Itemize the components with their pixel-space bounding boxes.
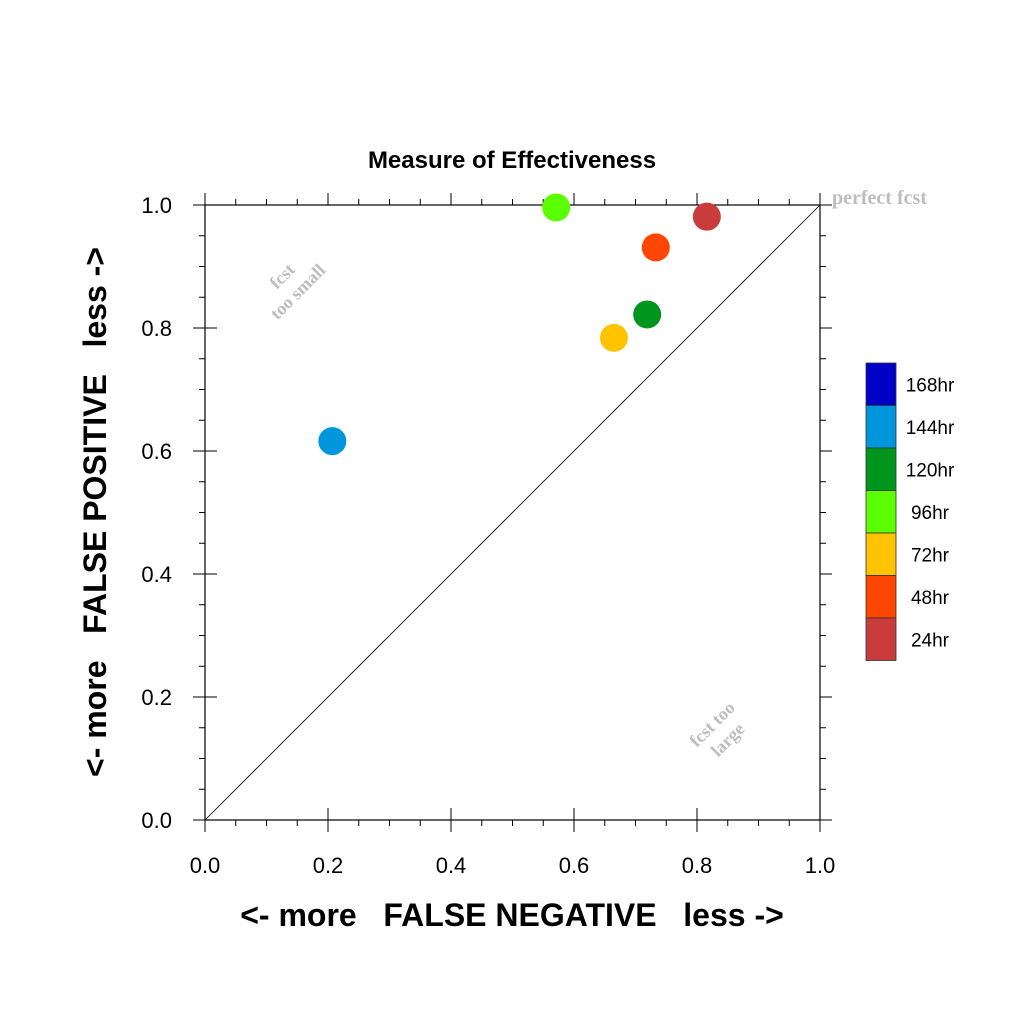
legend-swatch-144hr [865,405,897,449]
point-72hr [599,323,628,352]
x-tick-label: 0.8 [682,853,713,878]
plot-area: 0.0 0.2 0.4 0.6 0.8 1.0 0.0 0.2 0.4 0.6 0.8 1.0 [141,193,835,878]
x-axis-label: <- more FALSE NEGATIVE less -> [240,897,784,933]
legend-swatch-168hr [865,362,897,406]
point-144hr [318,427,347,456]
y-tick-label: 0.6 [141,439,172,464]
annotation-perfect-fcst: perfect fcst [832,187,927,209]
x-tick-label: 0.6 [559,853,590,878]
legend-label-72hr: 72hr [911,545,950,566]
point-120hr [633,300,662,329]
y-axis-label: <- more FALSE POSITIVE less -> [77,247,113,777]
point-96hr [542,193,571,222]
legend-label-120hr: 120hr [906,460,955,481]
legend: 168hr 144hr 120hr 96hr 72hr 48hr 24hr [865,362,955,661]
legend-swatch-24hr [865,617,897,661]
legend-label-24hr: 24hr [911,630,950,651]
x-tick-label: 0.0 [190,853,221,878]
x-tick-label: 0.2 [313,853,344,878]
y-tick-label: 0.4 [141,562,172,587]
diagonal-line [204,204,821,821]
legend-label-96hr: 96hr [911,503,950,524]
annotation-too-large: fcst too large [685,697,748,760]
annotation-too-small: fcst too small [265,259,329,323]
y-tick-label: 1.0 [141,193,172,218]
point-48hr [641,233,670,262]
x-tick-label: 1.0 [805,853,836,878]
y-tick-label: 0.8 [141,316,172,341]
legend-label-144hr: 144hr [906,418,955,439]
legend-swatch-72hr [865,532,897,576]
point-24hr [692,202,721,231]
legend-label-168hr: 168hr [906,375,955,396]
legend-swatch-120hr [865,447,897,491]
x-tick-label: 0.4 [436,853,467,878]
legend-swatch-48hr [865,575,897,619]
y-tick-label: 0.0 [141,808,172,833]
ticks: 0.0 0.2 0.4 0.6 0.8 1.0 0.0 0.2 0.4 0.6 0.8 1.0 [141,193,835,878]
legend-swatch-96hr [865,490,897,534]
chart-title: Measure of Effectiveness [368,147,656,174]
data-points [318,193,721,456]
y-tick-label: 0.2 [141,685,172,710]
legend-label-48hr: 48hr [911,588,950,609]
